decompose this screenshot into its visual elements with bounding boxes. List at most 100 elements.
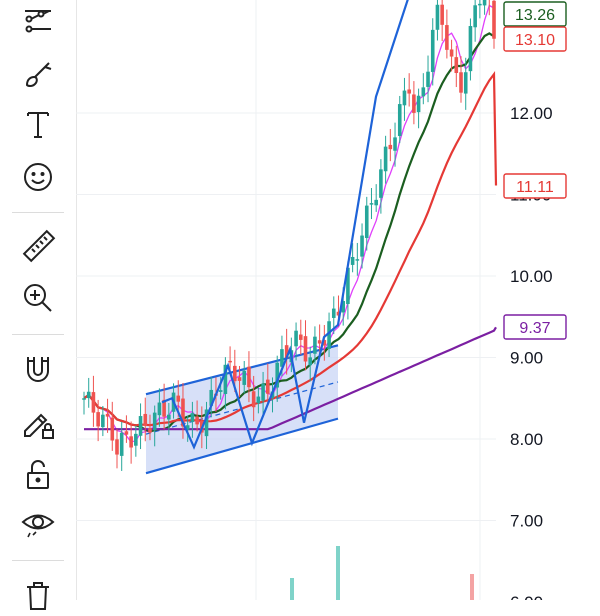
candle-body	[473, 5, 477, 28]
candle-body	[181, 398, 185, 427]
toolbar-divider	[12, 212, 64, 213]
unlock-icon[interactable]	[13, 452, 63, 496]
candle-body	[355, 259, 360, 261]
candle-body	[336, 311, 341, 316]
candle-body	[303, 336, 308, 362]
candle-body	[218, 390, 223, 392]
candle-body	[228, 360, 232, 363]
candle-body	[407, 89, 411, 94]
candle-body	[233, 365, 237, 382]
volume-bars	[290, 546, 474, 600]
toolbar-divider	[12, 560, 64, 561]
trend-tools-icon[interactable]	[13, 0, 63, 44]
candle-body	[143, 413, 148, 426]
candle-body	[341, 301, 345, 313]
candle-body	[284, 345, 289, 359]
candle-body	[223, 364, 228, 395]
text-tool-icon[interactable]	[13, 102, 63, 146]
candle-body	[313, 336, 317, 354]
candle-body	[331, 308, 336, 318]
candle-body	[176, 395, 181, 402]
candle-body	[275, 362, 280, 388]
candle-body	[237, 377, 242, 381]
candle-body	[383, 146, 388, 172]
candle-body	[82, 398, 86, 400]
candlesticks	[82, 0, 496, 471]
emoji-icon[interactable]	[13, 154, 63, 198]
zigzag-line	[161, 0, 409, 450]
svg-text:13.26: 13.26	[515, 7, 555, 24]
candle-body	[412, 94, 416, 113]
price-axis-label: 6.00	[510, 593, 543, 600]
candle-body	[138, 416, 143, 436]
candle-body	[96, 412, 100, 427]
channel-lower-line	[145, 417, 339, 475]
candle-body	[388, 144, 393, 150]
svg-text:11.11: 11.11	[516, 179, 554, 196]
magnet-icon[interactable]	[13, 346, 63, 390]
candle-body	[350, 256, 355, 265]
candle-body	[468, 26, 473, 72]
candle-body	[360, 235, 364, 257]
candle-body	[440, 4, 444, 25]
candle-body	[308, 357, 313, 366]
candle-body	[148, 428, 152, 433]
brush-icon[interactable]	[13, 52, 63, 96]
lock-drawing-icon[interactable]	[13, 400, 63, 444]
candle-body	[445, 25, 449, 50]
price-axis-label: 12.00	[510, 104, 553, 123]
candle-body	[294, 330, 298, 347]
candle-body	[482, 0, 487, 6]
candle-body	[195, 416, 199, 425]
candle-body	[124, 431, 129, 435]
candle-body	[322, 340, 327, 346]
ruler-icon[interactable]	[13, 224, 63, 268]
candle-body	[369, 203, 374, 205]
candle-body	[421, 87, 426, 97]
candle-body	[397, 104, 402, 136]
candle-body	[402, 90, 407, 106]
candle-body	[478, 3, 482, 6]
candle-body	[379, 169, 383, 198]
candle-body	[459, 72, 463, 93]
candle-body	[327, 321, 331, 349]
candle-body	[256, 396, 261, 404]
candle-body	[157, 402, 162, 416]
zigzag-path	[161, 0, 409, 450]
ma-medium-line	[83, 32, 495, 433]
candle-body	[393, 137, 397, 151]
candle-body	[247, 366, 251, 388]
candle-body	[374, 199, 378, 206]
candle-body	[317, 340, 322, 344]
candle-body	[430, 29, 435, 72]
toolbar-divider	[12, 334, 64, 335]
candle-body	[204, 409, 209, 437]
volume-bar	[290, 578, 294, 600]
candle-body	[129, 436, 133, 448]
zoom-in-icon[interactable]	[13, 276, 63, 320]
grid-lines	[76, 0, 496, 603]
candle-body	[298, 334, 303, 340]
ma-fast-line	[83, 4, 495, 443]
price-tag-11-11: 11.11	[503, 173, 567, 199]
volume-bar	[470, 574, 474, 600]
candle-body	[115, 439, 119, 455]
price-tag-9-37: 9.37	[503, 314, 567, 340]
eye-icon[interactable]	[13, 500, 63, 544]
candle-body	[119, 432, 124, 456]
candle-body	[91, 392, 96, 413]
price-axis-label: 10.00	[510, 267, 553, 286]
candle-body	[110, 417, 115, 441]
candle-body	[280, 349, 284, 367]
candle-body	[209, 389, 214, 406]
volume-bar	[336, 546, 340, 600]
price-axis-label: 9.00	[510, 349, 543, 368]
candle-body	[162, 399, 166, 417]
candle-body	[435, 4, 440, 30]
candle-body	[346, 267, 350, 304]
candle-body	[105, 413, 110, 417]
trash-icon[interactable]	[13, 572, 63, 616]
candle-body	[463, 72, 468, 94]
